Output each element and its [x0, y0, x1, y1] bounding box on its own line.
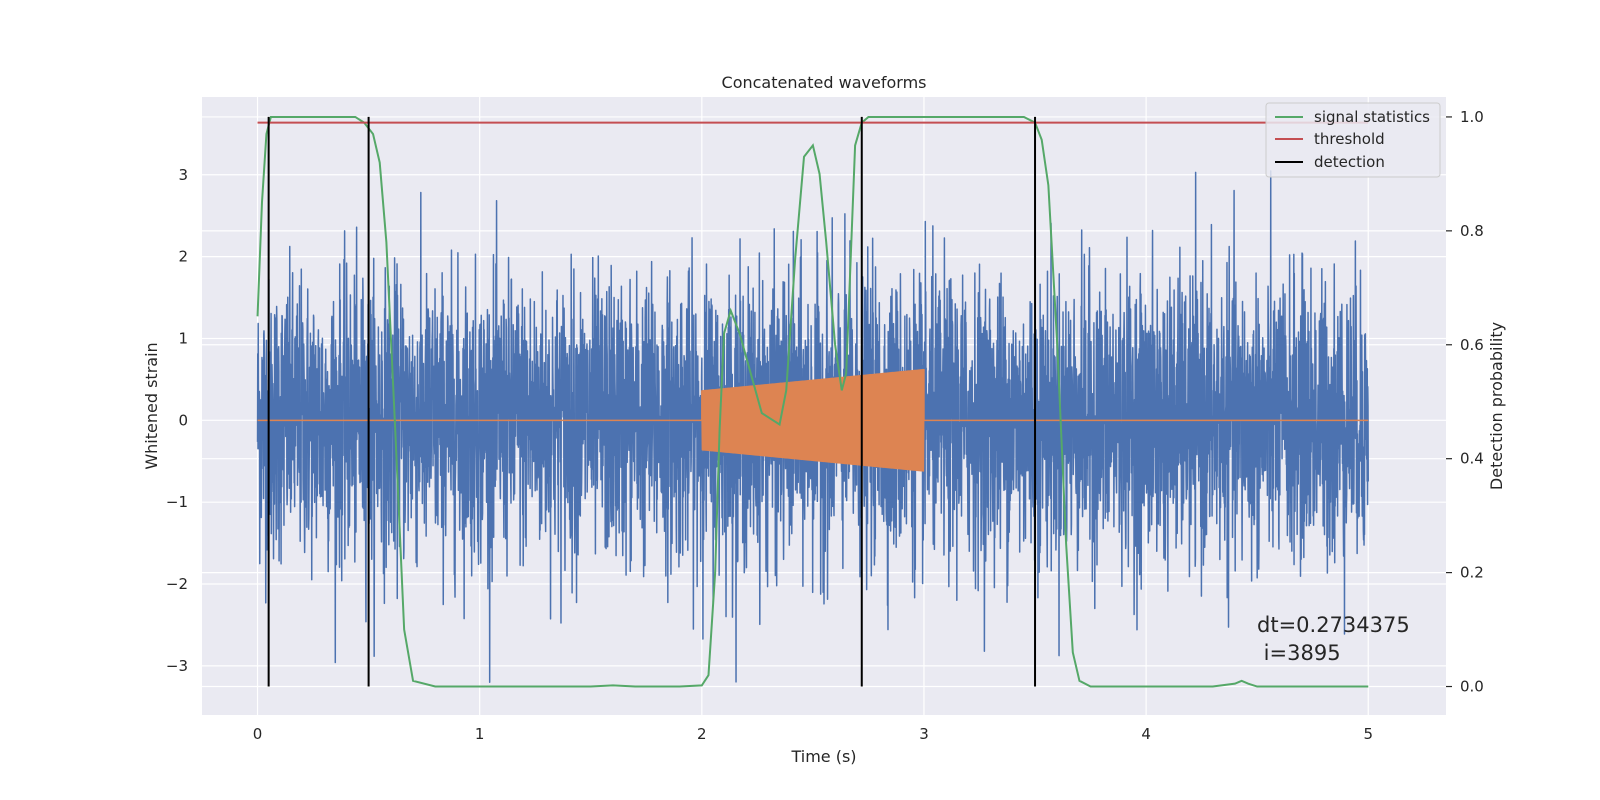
legend-box — [1265, 102, 1441, 178]
y-tick-label: −3 — [166, 657, 188, 675]
x-tick-label: 0 — [253, 725, 263, 743]
x-tick-label: 1 — [475, 725, 485, 743]
y-axis-label: Whitened strain — [142, 342, 161, 469]
x-tick-label: 4 — [1141, 725, 1151, 743]
y2-tick-label: 0.4 — [1460, 450, 1484, 468]
annotation-i: i=3895 — [1257, 641, 1341, 665]
y-tick-label: −1 — [166, 493, 188, 511]
y-tick-label: 3 — [178, 166, 188, 184]
y2-tick-label: 1.0 — [1460, 108, 1484, 126]
legend-label-signal-statistics: signal statistics — [1314, 108, 1430, 126]
template-series — [257, 368, 1369, 472]
chart-title: Concatenated waveforms — [722, 73, 927, 92]
x-tick-label: 5 — [1363, 725, 1373, 743]
x-tick-label: 2 — [697, 725, 707, 743]
legend-label-threshold: threshold — [1314, 130, 1385, 148]
series-layer — [256, 115, 1369, 688]
legend: signal statistics threshold detection — [1265, 102, 1441, 178]
y2-tick-label: 0.2 — [1460, 564, 1484, 582]
y-tick-label: −2 — [166, 575, 188, 593]
legend-label-detection: detection — [1314, 153, 1385, 171]
y2-tick-label: 0.8 — [1460, 222, 1484, 240]
y2-tick-label: 0.0 — [1460, 678, 1484, 696]
y2-tick-label: 0.6 — [1460, 336, 1484, 354]
y-tick-label: 2 — [178, 248, 188, 266]
x-tick-label: 3 — [919, 725, 929, 743]
y-tick-label: 1 — [178, 329, 188, 347]
x-axis-label: Time (s) — [790, 747, 856, 766]
ticks: 0 1 2 3 4 5 −3 −2 −1 0 1 2 3 0.0 0.2 0.4 0.6 0.8 1.0 — [166, 108, 1484, 743]
y-tick-label: 0 — [178, 411, 188, 429]
annotation-dt: dt=0.2734375 — [1257, 613, 1410, 637]
y2-axis-label: Detection probability — [1487, 322, 1506, 490]
signal-statistics-line — [256, 115, 1369, 688]
